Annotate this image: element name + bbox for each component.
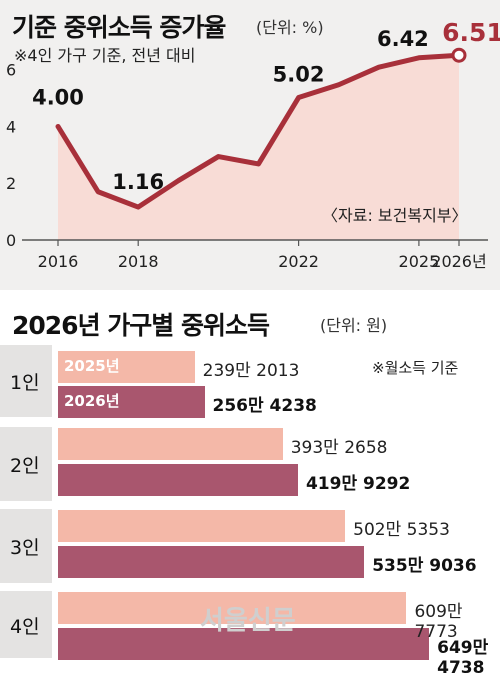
bar-chart-note: ※월소득 기준 bbox=[372, 359, 459, 377]
category-label: 4인 bbox=[10, 615, 40, 638]
y-tick-label: 4 bbox=[6, 117, 16, 136]
line-area bbox=[58, 55, 459, 240]
group-band bbox=[0, 591, 52, 658]
bar-2026: 2026년 bbox=[58, 386, 205, 418]
y-tick-label: 0 bbox=[6, 231, 16, 250]
value-label-2025: 239만 2013 bbox=[202, 361, 300, 381]
bar-2025 bbox=[58, 428, 283, 460]
line-chart-unit: (단위: %) bbox=[256, 18, 324, 37]
value-label-2026: 256만 4238 bbox=[212, 396, 317, 416]
legend-2026: 2026년 bbox=[64, 392, 120, 410]
data-label: 4.00 bbox=[32, 85, 84, 109]
group-band bbox=[0, 345, 52, 417]
value-label-2025: 502만 5353 bbox=[353, 520, 450, 540]
value-label-2025: 609만 7773 bbox=[414, 602, 463, 642]
value-label-2026: 419만 9292 bbox=[305, 474, 411, 494]
series-line bbox=[55, 52, 462, 210]
data-label: 6.51 bbox=[442, 18, 500, 47]
data-label: 1.16 bbox=[112, 170, 164, 194]
bar-2026 bbox=[58, 546, 365, 578]
x-tick-label: 2026년 bbox=[431, 252, 486, 271]
y-tick-label: 6 bbox=[6, 61, 16, 80]
group-band bbox=[0, 427, 52, 501]
value-label-2026: 535만 9036 bbox=[372, 556, 477, 576]
category-label: 2인 bbox=[10, 455, 40, 477]
watermark-logo: 서울신문 bbox=[200, 606, 296, 636]
line-chart-title: 기준 중위소득 증가율 bbox=[12, 13, 226, 42]
x-tick-label: 2022 bbox=[278, 252, 319, 271]
bar-2025 bbox=[58, 592, 407, 624]
panel-divider bbox=[0, 290, 500, 300]
line-end-marker bbox=[451, 47, 467, 63]
category-label: 1인 bbox=[10, 372, 40, 394]
value-label-2026: 649만 4738 bbox=[437, 638, 489, 678]
legend-2025: 2025년 bbox=[64, 357, 120, 375]
data-label: 6.42 bbox=[377, 27, 429, 51]
bar-2025: 2025년 bbox=[58, 351, 195, 383]
bar-2025 bbox=[58, 510, 346, 542]
bar-2026 bbox=[58, 628, 430, 660]
value-label-2025: 393만 2658 bbox=[290, 438, 388, 458]
line-chart-note: ※4인 가구 기준, 전년 대비 bbox=[14, 46, 196, 65]
data-label: 5.02 bbox=[273, 63, 325, 87]
line-chart-source: 〈자료: 보건복지부〉 bbox=[322, 206, 468, 225]
bar-2026 bbox=[58, 464, 298, 496]
bar-chart-unit: (단위: 원) bbox=[320, 316, 388, 335]
x-tick-label: 2025 bbox=[399, 252, 440, 271]
bar-chart-title: 2026년 가구별 중위소득 bbox=[12, 311, 270, 340]
x-tick-label: 2016 bbox=[38, 252, 79, 271]
y-tick-label: 2 bbox=[6, 174, 16, 193]
group-band bbox=[0, 509, 52, 583]
x-tick-label: 2018 bbox=[118, 252, 159, 271]
category-label: 3인 bbox=[10, 537, 40, 559]
